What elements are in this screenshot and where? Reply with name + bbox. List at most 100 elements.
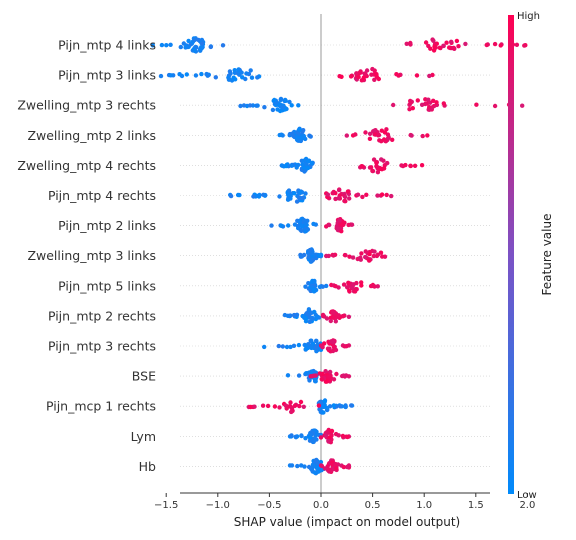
shap-point — [329, 428, 335, 434]
shap-point — [313, 379, 318, 384]
shap-point — [425, 133, 430, 138]
shap-point — [341, 313, 346, 319]
feature-label: Pijn_mtp 5 links — [58, 278, 156, 293]
shap-point — [448, 45, 453, 51]
shap-point — [291, 343, 297, 348]
shap-point — [243, 76, 248, 82]
shap-point — [375, 284, 380, 289]
shap-point — [415, 98, 420, 103]
shap-point — [347, 288, 352, 293]
shap-point — [292, 222, 298, 227]
shap-point — [326, 438, 331, 444]
feature-label: Pijn_mtp 3 links — [58, 68, 156, 83]
shap-point — [423, 40, 429, 45]
feature-label: Pijn_mtp 2 rechts — [48, 308, 156, 323]
shap-point — [338, 404, 343, 409]
feature-row-points — [285, 368, 352, 384]
shap-point — [280, 105, 286, 110]
shap-point — [345, 189, 351, 194]
shap-point — [312, 278, 317, 284]
shap-point — [301, 252, 307, 258]
shap-point — [353, 132, 358, 137]
shap-point — [375, 193, 380, 198]
shap-point — [367, 136, 373, 141]
shap-point — [158, 73, 164, 79]
shap-point — [301, 218, 307, 223]
shap-point — [317, 284, 323, 290]
shap-point — [303, 436, 308, 441]
feature-label: Zwelling_mtp 4 rechts — [17, 158, 156, 173]
shap-point — [300, 313, 305, 319]
shap-point — [345, 285, 350, 290]
shap-point — [492, 103, 498, 109]
shap-point — [349, 403, 354, 408]
shap-point — [275, 107, 280, 112]
shap-point — [307, 133, 312, 138]
shap-point — [257, 192, 262, 198]
shap-point — [288, 344, 293, 350]
shap-point — [285, 373, 291, 378]
shap-point — [412, 163, 418, 168]
feature-row-points — [287, 427, 352, 445]
shap-point — [299, 433, 304, 438]
shap-point — [247, 103, 253, 108]
shap-point — [431, 48, 437, 53]
shap-point — [316, 403, 322, 408]
shap-point — [407, 107, 412, 112]
shap-point — [293, 434, 298, 439]
shap-point — [277, 405, 282, 410]
shap-point — [303, 319, 309, 324]
feature-label: Pijn_mtp 2 links — [58, 218, 156, 233]
shap-point — [449, 39, 454, 44]
shap-point — [334, 465, 339, 471]
shap-point — [379, 157, 384, 162]
shap-point — [311, 463, 316, 468]
shap-point — [289, 463, 295, 468]
shap-point — [319, 463, 325, 469]
shap-point — [336, 187, 342, 193]
shap-point — [280, 163, 285, 168]
shap-point — [302, 169, 307, 174]
shap-point — [199, 41, 205, 46]
shap-point — [341, 464, 346, 470]
shap-point — [322, 403, 327, 409]
shap-point — [228, 193, 234, 199]
shap-point — [327, 222, 332, 228]
shap-point — [290, 131, 295, 136]
x-tick-label: −0.5 — [257, 500, 281, 511]
shap-point — [252, 404, 257, 409]
shap-point — [305, 227, 311, 232]
feature-row-points — [228, 187, 394, 204]
shap-point — [396, 73, 401, 78]
shap-point — [354, 287, 359, 292]
shap-point — [408, 163, 413, 168]
shap-point — [309, 160, 314, 166]
shap-point — [321, 410, 326, 415]
shap-point — [324, 283, 329, 289]
shap-point — [292, 312, 297, 318]
shap-point — [314, 314, 320, 319]
shap-point — [432, 44, 437, 49]
feature-label: BSE — [132, 369, 156, 384]
shap-point — [311, 287, 316, 292]
shap-point — [364, 192, 369, 197]
shap-point — [344, 464, 350, 470]
shap-point — [186, 38, 191, 44]
shap-point — [363, 130, 368, 135]
shap-point — [265, 403, 271, 409]
shap-point — [292, 191, 297, 196]
feature-row-points — [238, 96, 525, 114]
shap-point — [286, 192, 291, 198]
shap-point — [248, 404, 253, 410]
shap-point — [299, 223, 304, 228]
shap-point — [280, 344, 285, 349]
shap-point — [328, 318, 333, 324]
shap-point — [297, 219, 302, 225]
shap-point — [213, 75, 218, 80]
shap-point — [356, 74, 361, 80]
shap-point — [437, 45, 442, 50]
shap-point — [359, 251, 364, 256]
shap-point — [296, 103, 301, 108]
colorbar-low-label: Low — [517, 490, 537, 501]
shap-point — [286, 223, 291, 228]
